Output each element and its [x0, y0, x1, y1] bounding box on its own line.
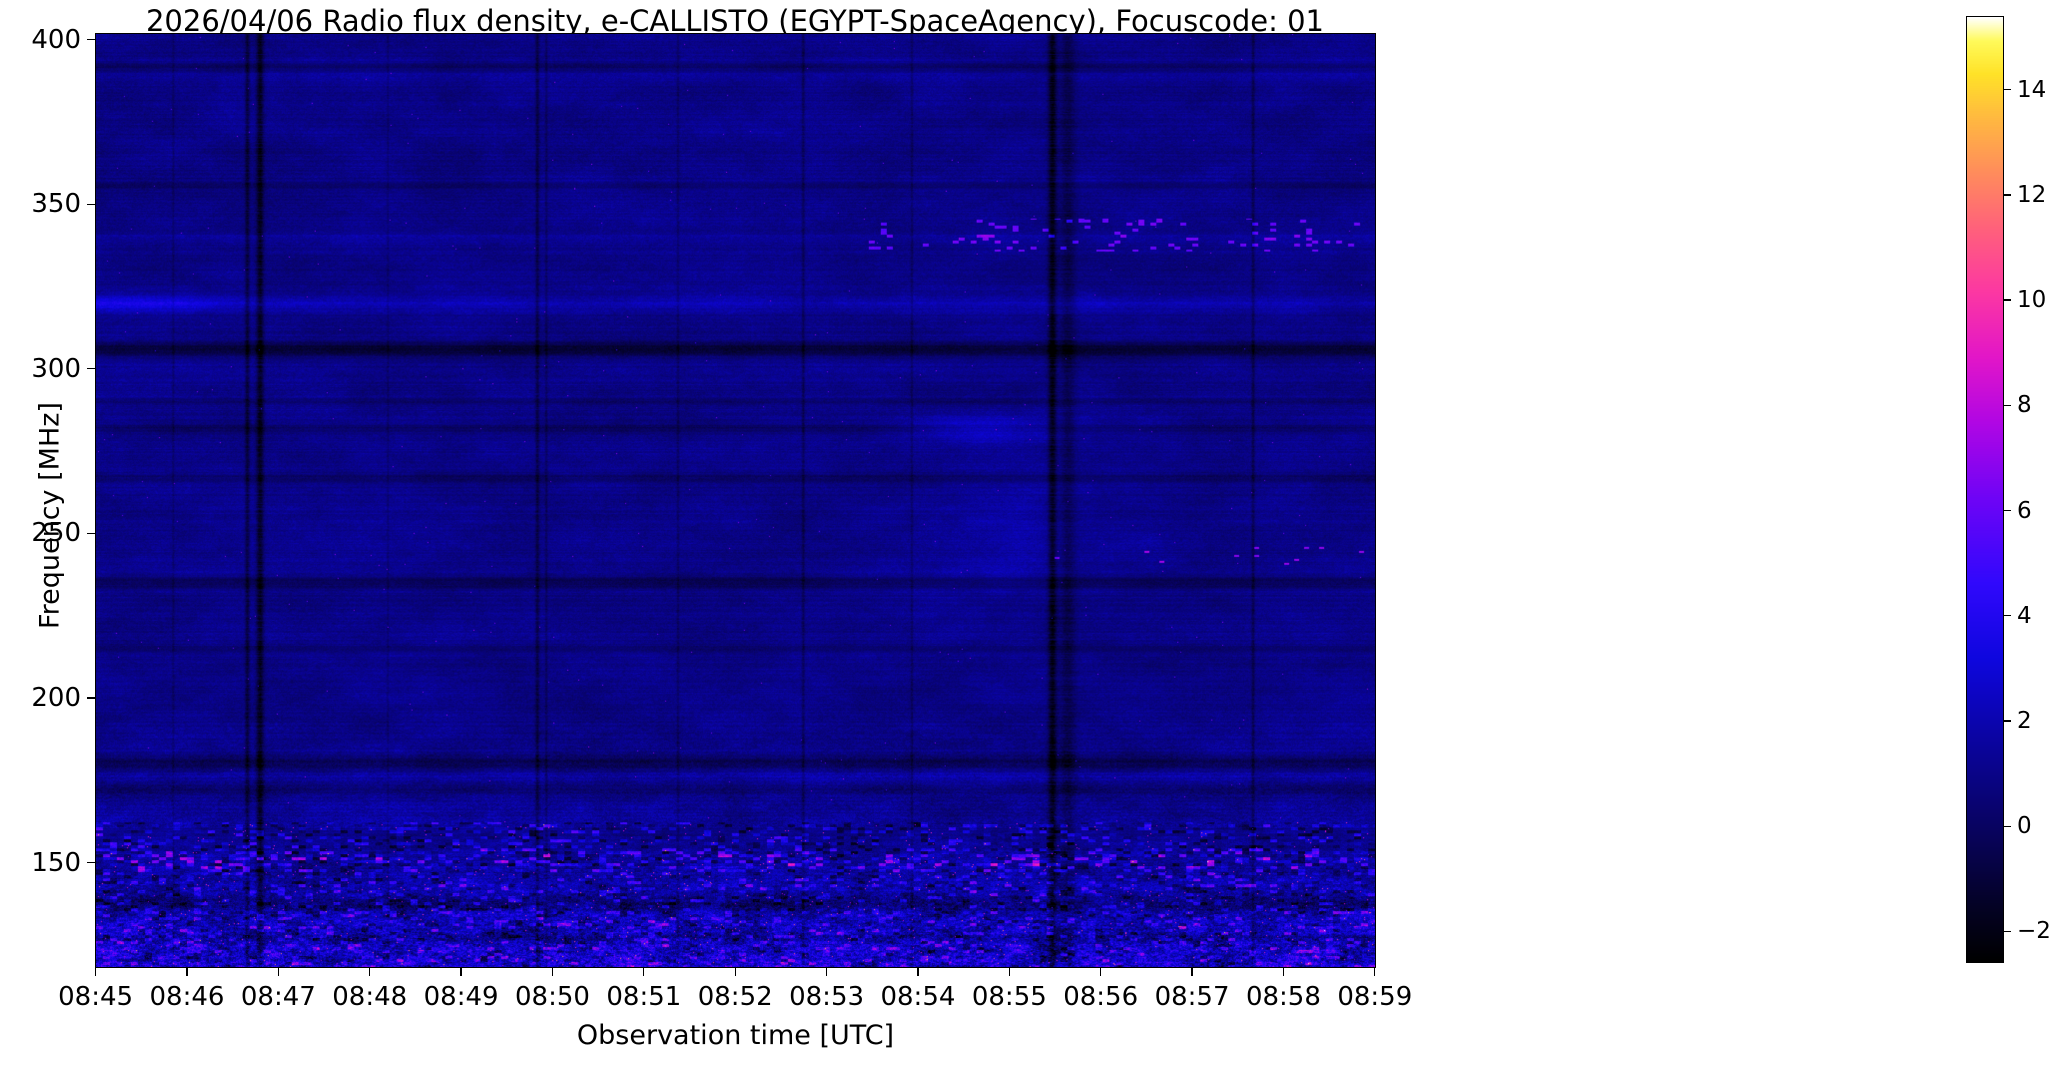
x-tick-label: 08:54 [880, 982, 956, 1012]
x-tick-label: 08:47 [240, 982, 316, 1012]
x-tick-mark [186, 968, 188, 976]
x-tick-label: 08:46 [149, 982, 225, 1012]
colorbar-tick-mark [2004, 615, 2011, 617]
x-tick-mark [1374, 968, 1376, 976]
spectrogram-image [96, 34, 1375, 967]
y-tick-label: 200 [31, 683, 81, 714]
y-tick-label: 350 [31, 189, 81, 220]
y-tick-mark [87, 532, 95, 535]
x-tick-label: 08:59 [1337, 982, 1413, 1012]
page-title: 2026/04/06 Radio flux density, e-CALLIST… [145, 4, 1325, 38]
y-tick-mark [87, 368, 95, 370]
y-axis: 400 350 300 250 200 150 [0, 0, 95, 1067]
x-tick-mark [94, 968, 97, 976]
x-axis: Observation time [UTC] 08:45 08:46 08:47 08… [0, 968, 2066, 1067]
y-tick-label: 400 [31, 24, 81, 55]
y-tick-mark [87, 203, 95, 205]
spectrogram-plot[interactable] [95, 33, 1376, 968]
y-axis-label: Frequency [MHz] [34, 402, 66, 629]
colorbar-axis: −2 0 2 4 6 8 10 12 14 [2004, 0, 2066, 1067]
x-tick-mark [1282, 968, 1285, 976]
x-tick-mark [1191, 968, 1193, 976]
y-tick-label: 250 [31, 518, 81, 549]
colorbar-tick-label: 12 [2017, 181, 2047, 208]
x-tick-label: 08:48 [332, 982, 408, 1012]
y-tick-label: 300 [31, 353, 81, 384]
colorbar-tick-mark [2004, 720, 2011, 722]
colorbar-tick-mark [2004, 299, 2011, 301]
colorbar-tick-label: 6 [2017, 497, 2032, 524]
colorbar-tick-mark [2004, 194, 2011, 196]
x-tick-label: 08:56 [1063, 982, 1139, 1012]
colorbar-tick-label: 4 [2017, 602, 2032, 629]
x-tick-label: 08:49 [423, 982, 499, 1012]
x-tick-mark [1100, 968, 1102, 976]
x-tick-label: 08:58 [1245, 982, 1321, 1012]
x-tick-mark [825, 968, 828, 976]
x-tick-label: 08:52 [697, 982, 773, 1012]
y-tick-mark [87, 861, 95, 864]
colorbar[interactable] [1966, 16, 2004, 963]
colorbar-tick-label: 2 [2017, 707, 2032, 734]
x-tick-mark [734, 968, 736, 976]
colorbar-label-holder: dB above background [2026, 0, 2066, 980]
x-tick-mark [1008, 968, 1010, 976]
y-tick-mark [87, 38, 95, 41]
colorbar-tick-mark [2004, 509, 2011, 512]
x-tick-mark [369, 968, 371, 976]
x-tick-mark [460, 968, 462, 976]
x-tick-mark [643, 968, 645, 976]
colorbar-tick-label: 14 [2017, 76, 2047, 103]
colorbar-tick-label: 10 [2017, 287, 2047, 314]
x-tick-label: 08:50 [514, 982, 590, 1012]
y-axis-label-holder: Frequency [MHz] [10, 0, 66, 1000]
x-tick-mark [551, 968, 554, 976]
x-tick-label: 08:57 [1154, 982, 1230, 1012]
colorbar-tick-mark [2004, 825, 2011, 827]
x-tick-label: 08:53 [789, 982, 865, 1012]
colorbar-gradient [1967, 17, 2003, 962]
x-tick-label: 08:51 [606, 982, 682, 1012]
colorbar-tick-label: −2 [2017, 918, 2051, 945]
colorbar-tick-label: 8 [2017, 392, 2032, 419]
y-tick-mark [87, 697, 95, 699]
colorbar-tick-mark [2004, 930, 2011, 933]
x-axis-label: Observation time [UTC] [576, 1020, 895, 1051]
x-tick-mark [917, 968, 919, 976]
x-tick-label: 08:55 [971, 982, 1047, 1012]
x-tick-label: 08:45 [58, 982, 134, 1012]
y-tick-label: 150 [31, 847, 81, 878]
colorbar-tick-mark [2004, 404, 2011, 406]
colorbar-tick-mark [2004, 89, 2011, 91]
x-tick-mark [277, 968, 279, 976]
colorbar-tick-label: 0 [2017, 813, 2032, 840]
